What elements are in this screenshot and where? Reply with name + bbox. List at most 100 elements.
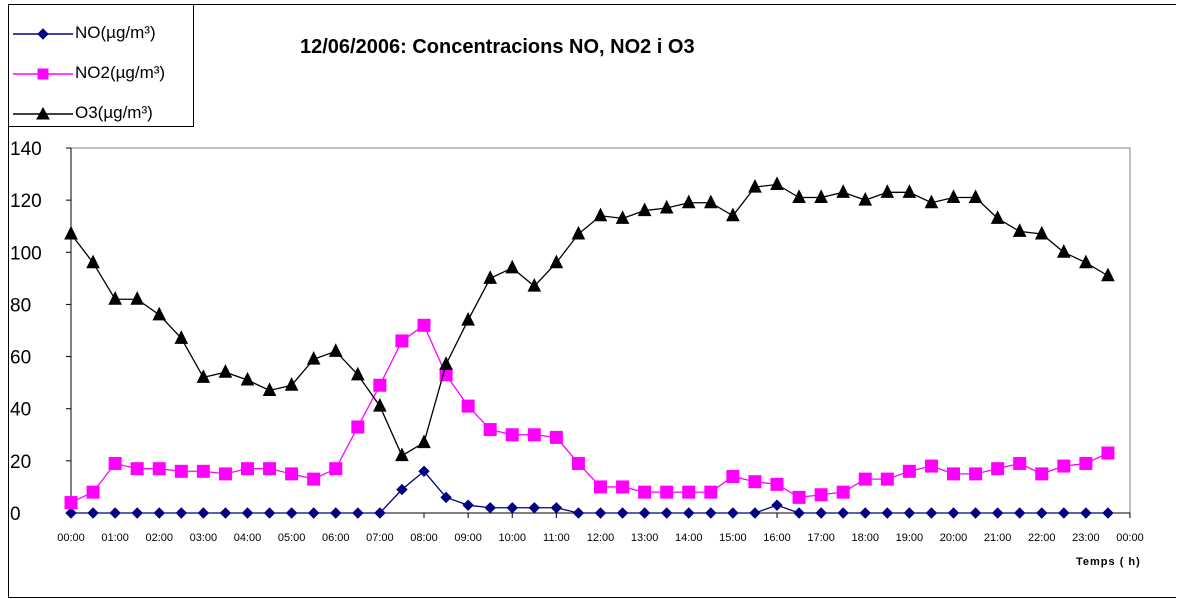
data-point-no bbox=[881, 507, 894, 519]
data-point-o3 bbox=[262, 382, 277, 396]
data-point-no2 bbox=[969, 467, 983, 481]
data-point-no2 bbox=[527, 428, 541, 442]
data-point-no2 bbox=[814, 488, 828, 502]
x-tick-label: 11:00 bbox=[543, 532, 570, 544]
data-point-o3 bbox=[240, 371, 255, 386]
data-point-no bbox=[594, 507, 607, 519]
x-tick-label: 02:00 bbox=[145, 532, 173, 544]
x-tick-label: 08:00 bbox=[410, 532, 438, 544]
data-point-no bbox=[87, 507, 99, 519]
data-point-no bbox=[815, 507, 827, 519]
data-point-no2 bbox=[616, 480, 630, 494]
x-tick-label: 23:00 bbox=[1072, 532, 1100, 544]
y-tick-label: 20 bbox=[10, 452, 31, 473]
x-tick-label: 05:00 bbox=[278, 532, 306, 544]
data-point-no bbox=[616, 507, 629, 519]
data-point-no2 bbox=[196, 464, 210, 478]
x-tick-label: 04:00 bbox=[234, 532, 262, 544]
data-point-no2 bbox=[505, 428, 519, 442]
data-point-o3 bbox=[483, 270, 497, 284]
data-point-o3 bbox=[1101, 267, 1115, 282]
data-point-o3 bbox=[990, 210, 1005, 224]
data-point-no2 bbox=[307, 472, 321, 486]
data-point-o3 bbox=[571, 225, 586, 240]
legend-marker-square-icon bbox=[13, 68, 73, 80]
y-tick-label: 60 bbox=[10, 348, 31, 369]
data-point-o3 bbox=[130, 291, 144, 305]
data-point-no bbox=[352, 507, 364, 519]
data-point-no bbox=[991, 507, 1004, 519]
data-point-no bbox=[197, 507, 210, 519]
x-tick-label: 17:00 bbox=[807, 532, 835, 544]
data-point-o3 bbox=[1057, 244, 1071, 258]
data-point-no bbox=[440, 491, 452, 504]
data-point-o3 bbox=[1034, 225, 1049, 240]
data-point-o3 bbox=[593, 207, 608, 222]
y-tick-label: 80 bbox=[10, 295, 31, 316]
x-tick-label: 14:00 bbox=[675, 532, 703, 544]
data-point-o3 bbox=[681, 194, 696, 209]
data-point-no bbox=[131, 507, 143, 519]
data-point-no2 bbox=[902, 464, 916, 478]
data-point-no2 bbox=[1101, 446, 1115, 460]
data-point-no2 bbox=[836, 485, 850, 499]
data-point-no bbox=[771, 499, 783, 511]
x-tick-label: 09:00 bbox=[454, 532, 482, 544]
data-point-no bbox=[660, 507, 673, 519]
legend-label-no2: NO2(µg/m³) bbox=[75, 63, 166, 82]
data-point-o3 bbox=[792, 189, 806, 204]
data-point-no bbox=[263, 507, 276, 519]
chart-legend: NO(µg/m³) NO2(µg/m³) O3(µg/m³) bbox=[8, 4, 194, 127]
data-point-no2 bbox=[64, 496, 78, 510]
data-point-no bbox=[859, 507, 871, 519]
data-point-o3 bbox=[968, 189, 983, 204]
data-point-no bbox=[1036, 507, 1048, 519]
data-point-o3 bbox=[615, 210, 630, 224]
data-point-no2 bbox=[417, 318, 431, 332]
data-point-o3 bbox=[351, 366, 365, 381]
y-tick-label: 0 bbox=[10, 504, 21, 525]
data-point-no2 bbox=[373, 378, 387, 392]
data-point-no2 bbox=[704, 485, 718, 499]
data-point-o3 bbox=[704, 194, 718, 209]
data-point-no bbox=[969, 507, 982, 519]
data-point-no bbox=[65, 507, 77, 519]
data-point-no2 bbox=[858, 472, 872, 486]
data-point-o3 bbox=[174, 330, 189, 344]
x-tick-label: 22:00 bbox=[1028, 532, 1056, 544]
series-line-3 bbox=[70, 183, 1109, 457]
data-point-o3 bbox=[284, 377, 299, 391]
data-point-o3 bbox=[218, 364, 233, 378]
x-tick-label: 10:00 bbox=[498, 532, 526, 544]
data-point-no2 bbox=[174, 464, 188, 478]
legend-item-no2: NO2(µg/m³) bbox=[9, 61, 195, 85]
data-point-no2 bbox=[924, 459, 938, 473]
legend-item-no: NO(µg/m³) bbox=[9, 21, 195, 45]
y-tick-label: 120 bbox=[10, 191, 42, 212]
data-point-no2 bbox=[660, 485, 674, 499]
legend-label-o3: O3(µg/m³) bbox=[75, 103, 153, 122]
data-point-o3 bbox=[748, 178, 762, 193]
data-point-no2 bbox=[285, 467, 299, 481]
data-point-no bbox=[418, 465, 430, 477]
data-point-no2 bbox=[152, 462, 166, 476]
data-point-no2 bbox=[1057, 459, 1071, 473]
data-point-no bbox=[572, 507, 585, 519]
data-point-o3 bbox=[64, 225, 78, 240]
data-point-no bbox=[219, 507, 232, 519]
x-tick-label: 01:00 bbox=[101, 532, 129, 544]
data-point-no bbox=[705, 507, 717, 519]
data-point-no bbox=[749, 507, 761, 519]
data-point-no bbox=[109, 507, 121, 519]
data-point-no2 bbox=[792, 490, 806, 504]
data-point-o3 bbox=[328, 343, 343, 357]
data-point-no2 bbox=[218, 467, 232, 481]
data-point-no bbox=[396, 483, 408, 496]
data-point-o3 bbox=[549, 254, 564, 269]
data-point-o3 bbox=[770, 176, 784, 190]
data-point-o3 bbox=[152, 306, 167, 321]
data-point-no bbox=[175, 507, 188, 519]
x-tick-label: 18:00 bbox=[851, 532, 879, 544]
x-tick-label: 03:00 bbox=[190, 532, 218, 544]
data-point-o3 bbox=[946, 189, 961, 204]
